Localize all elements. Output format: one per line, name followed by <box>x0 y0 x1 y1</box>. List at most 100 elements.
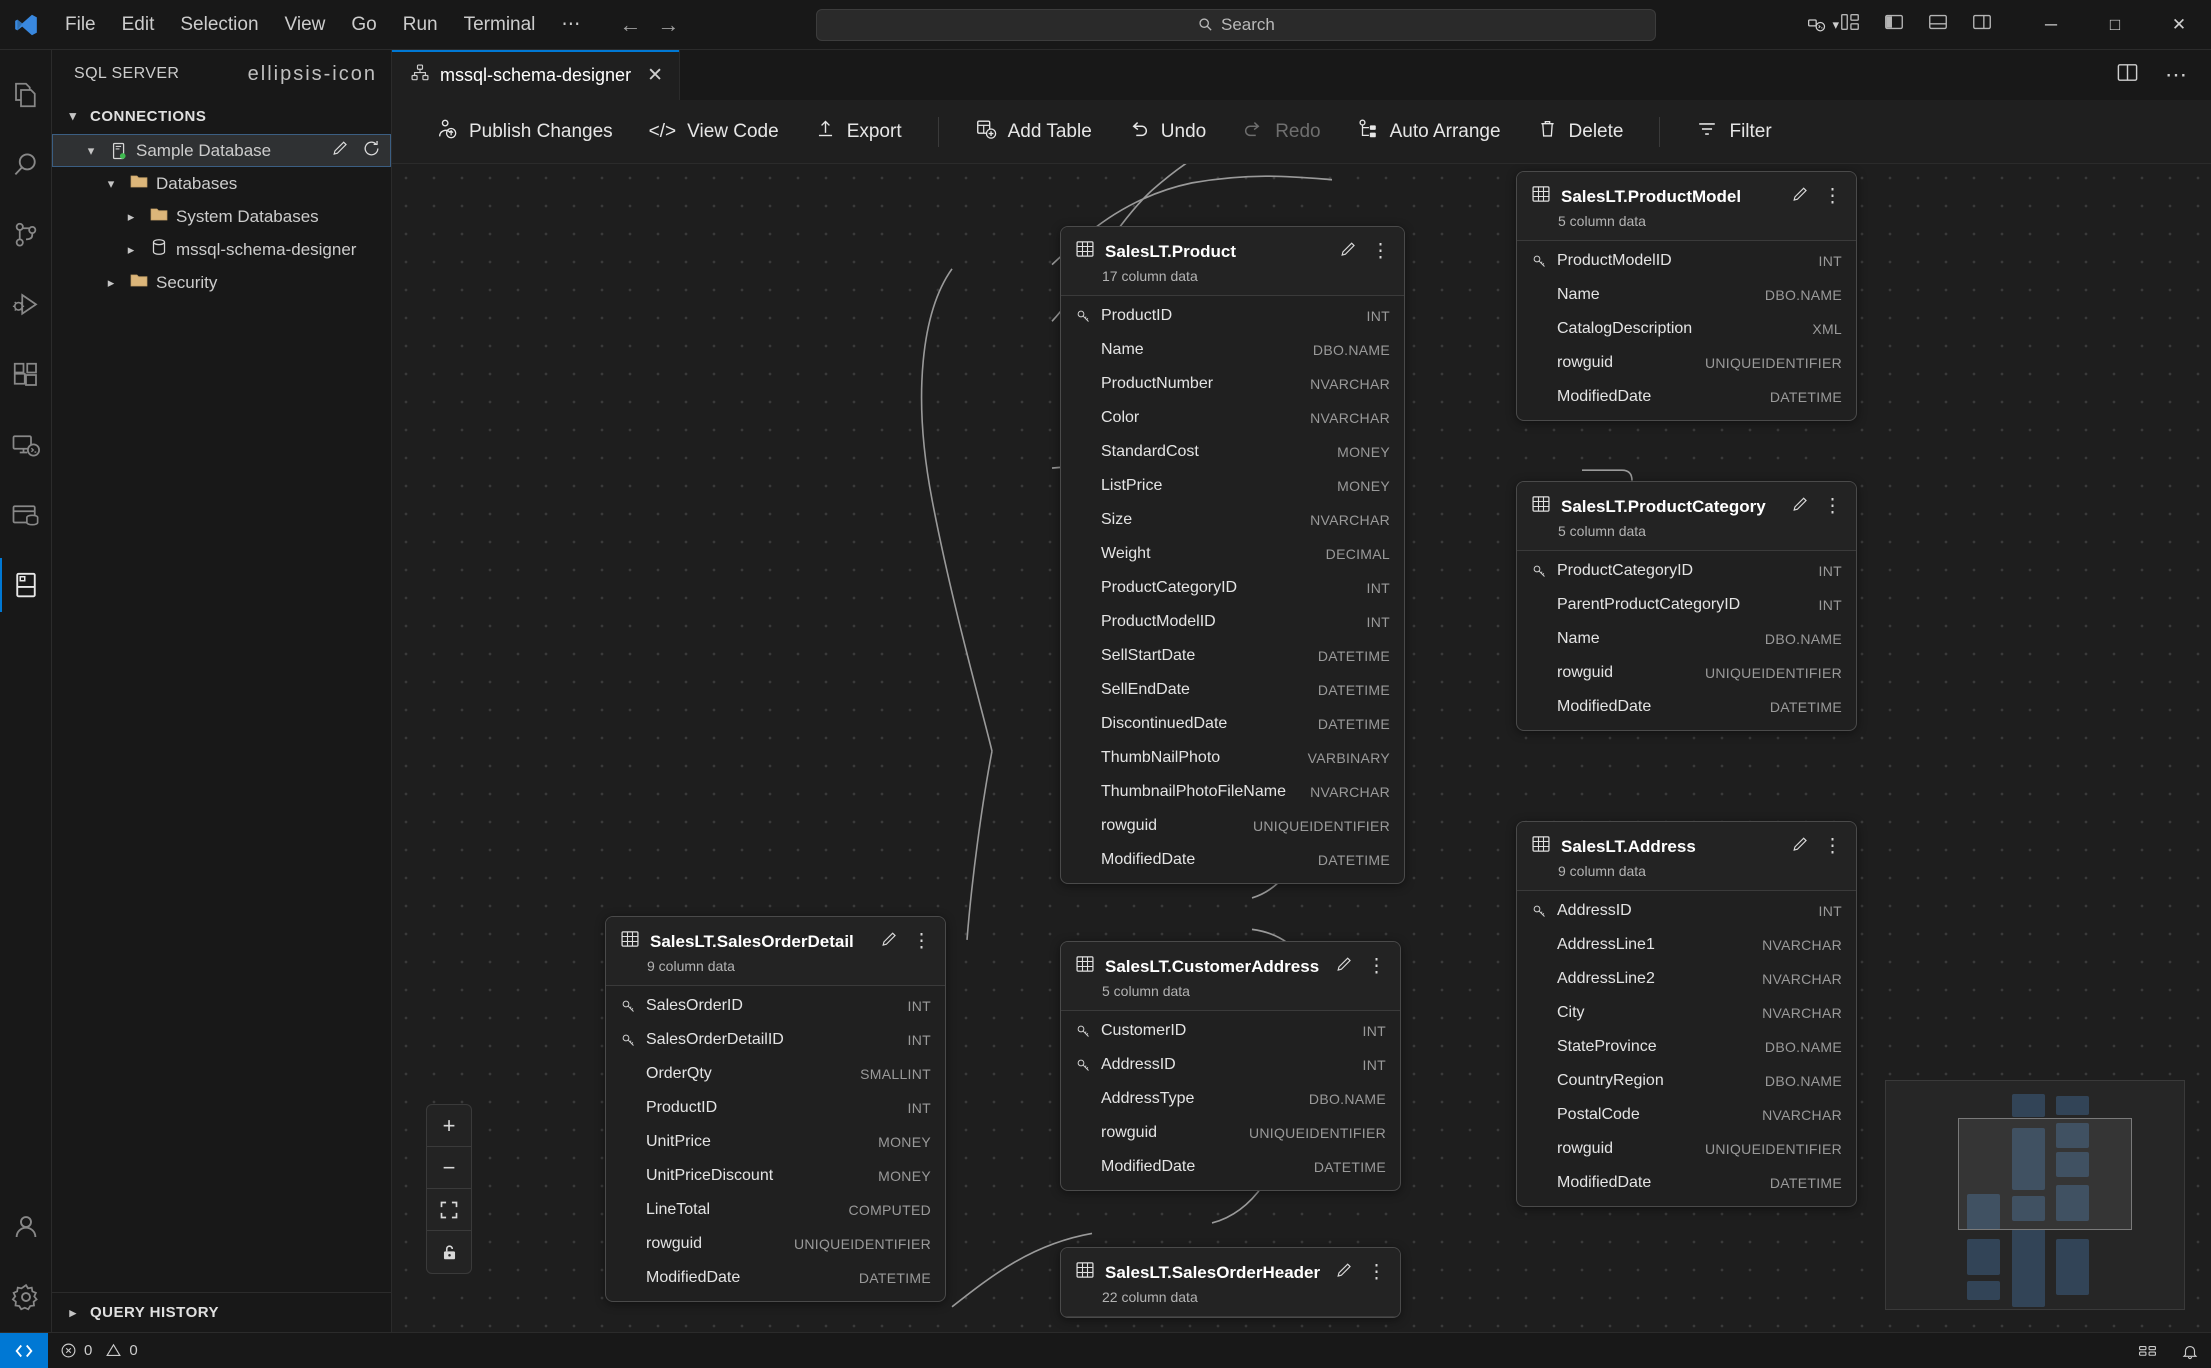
tree-item-system-databases[interactable]: ▸ System Databases <box>52 200 391 233</box>
undo-button[interactable]: Undo <box>1110 110 1224 154</box>
export-button[interactable]: Export <box>797 110 920 153</box>
remote-indicator-button[interactable]: ▾ <box>1807 15 1839 35</box>
table-column-row[interactable]: UnitPrice MONEY <box>606 1125 945 1159</box>
zoom-to-fit-button[interactable] <box>427 1189 471 1231</box>
edit-pencil-icon[interactable] <box>1791 185 1810 209</box>
auto-arrange-button[interactable]: Auto Arrange <box>1339 110 1519 154</box>
activity-item-search[interactable] <box>0 130 52 200</box>
minimap-viewport[interactable] <box>1958 1118 2132 1230</box>
more-vertical-icon[interactable]: ⋮ <box>912 930 931 952</box>
menu-view[interactable]: View <box>284 13 326 35</box>
table-column-row[interactable]: ProductID INT <box>1061 299 1404 333</box>
table-column-row[interactable]: ModifiedDate DATETIME <box>1517 690 1856 724</box>
table-column-row[interactable]: UnitPriceDiscount MONEY <box>606 1159 945 1193</box>
window-minimize-button[interactable]: ─ <box>2044 14 2058 34</box>
zoom-in-button[interactable]: + <box>427 1105 471 1147</box>
table-column-row[interactable]: ThumbNailPhoto VARBINARY <box>1061 741 1404 775</box>
more-vertical-icon[interactable]: ⋮ <box>1823 185 1842 207</box>
menu-file[interactable]: File <box>65 13 96 35</box>
table-column-row[interactable]: ListPrice MONEY <box>1061 469 1404 503</box>
table-column-row[interactable]: rowguid UNIQUEIDENTIFIER <box>606 1227 945 1261</box>
edit-pencil-icon[interactable] <box>1335 955 1354 979</box>
extensions-status-button[interactable] <box>2126 1333 2169 1368</box>
menu-run[interactable]: Run <box>402 13 438 35</box>
table-column-row[interactable]: CustomerID INT <box>1061 1014 1400 1048</box>
table-column-row[interactable]: rowguid UNIQUEIDENTIFIER <box>1517 1132 1856 1166</box>
view-code-button[interactable]: </> View Code <box>631 113 797 151</box>
activity-item-remote-explorer[interactable] <box>0 410 52 480</box>
table-column-row[interactable]: rowguid UNIQUEIDENTIFIER <box>1061 1116 1400 1150</box>
toggle-panel-icon[interactable] <box>1927 11 1949 38</box>
table-column-row[interactable]: ProductModelID INT <box>1517 244 1856 278</box>
table-column-row[interactable]: ModifiedDate DATETIME <box>1517 1166 1856 1200</box>
table-column-row[interactable]: ModifiedDate DATETIME <box>606 1261 945 1295</box>
table-column-row[interactable]: LineTotal COMPUTED <box>606 1193 945 1227</box>
table-column-row[interactable]: AddressID INT <box>1517 894 1856 928</box>
tree-item-security[interactable]: ▸ Security <box>52 266 391 299</box>
table-node-saleslt-customeraddress[interactable]: SalesLT.CustomerAddress ⋮ 5 column data <box>1060 941 1401 1191</box>
more-vertical-icon[interactable]: ⋮ <box>1823 835 1842 857</box>
table-node-header[interactable]: SalesLT.CustomerAddress ⋮ 5 column data <box>1061 942 1400 1011</box>
table-column-row[interactable]: rowguid UNIQUEIDENTIFIER <box>1517 346 1856 380</box>
edit-pencil-icon[interactable] <box>1335 1261 1354 1285</box>
table-node-header[interactable]: SalesLT.SalesOrderHeader ⋮ 22 column dat… <box>1061 1248 1400 1317</box>
table-column-row[interactable]: ParentProductCategoryID INT <box>1517 588 1856 622</box>
table-node-header[interactable]: SalesLT.ProductCategory ⋮ 5 column data <box>1517 482 1856 551</box>
table-column-row[interactable]: Name DBO.NAME <box>1517 622 1856 656</box>
add-table-button[interactable]: Add Table <box>957 110 1110 154</box>
table-column-row[interactable]: AddressID INT <box>1061 1048 1400 1082</box>
arrow-right-icon[interactable]: → <box>657 11 680 37</box>
table-column-row[interactable]: Name DBO.NAME <box>1517 278 1856 312</box>
refresh-icon[interactable] <box>362 139 381 163</box>
table-column-row[interactable]: ThumbnailPhotoFileName NVARCHAR <box>1061 775 1404 809</box>
edit-pencil-icon[interactable] <box>1339 240 1358 264</box>
table-column-row[interactable]: SellEndDate DATETIME <box>1061 673 1404 707</box>
window-close-button[interactable]: ✕ <box>2171 14 2187 34</box>
table-column-row[interactable]: SellStartDate DATETIME <box>1061 639 1404 673</box>
table-column-row[interactable]: Name DBO.NAME <box>1061 333 1404 367</box>
table-node-saleslt-salesorderheader[interactable]: SalesLT.SalesOrderHeader ⋮ 22 column dat… <box>1060 1247 1401 1318</box>
customize-layout-icon[interactable] <box>1839 11 1861 38</box>
notifications-button[interactable] <box>2169 1333 2211 1368</box>
table-column-row[interactable]: DiscontinuedDate DATETIME <box>1061 707 1404 741</box>
table-column-row[interactable]: AddressLine1 NVARCHAR <box>1517 928 1856 962</box>
table-column-row[interactable]: Size NVARCHAR <box>1061 503 1404 537</box>
activity-item-run-and-debug[interactable] <box>0 270 52 340</box>
table-column-row[interactable]: rowguid UNIQUEIDENTIFIER <box>1517 656 1856 690</box>
redo-button[interactable]: Redo <box>1224 110 1338 154</box>
chevron-right-icon[interactable]: ▸ <box>127 241 135 257</box>
table-column-row[interactable]: OrderQty SMALLINT <box>606 1057 945 1091</box>
table-column-row[interactable]: City NVARCHAR <box>1517 996 1856 1030</box>
chevron-right-icon[interactable]: ▸ <box>127 208 135 224</box>
table-node-header[interactable]: SalesLT.SalesOrderDetail ⋮ 9 column data <box>606 917 945 986</box>
menu-more[interactable]: ⋯ <box>561 14 581 35</box>
table-node-saleslt-productcategory[interactable]: SalesLT.ProductCategory ⋮ 5 column data <box>1516 481 1857 731</box>
toggle-primary-sidebar-icon[interactable] <box>1883 11 1905 38</box>
ellipsis-icon[interactable]: ellipsis-icon <box>247 62 377 85</box>
table-column-row[interactable]: ProductCategoryID INT <box>1061 571 1404 605</box>
table-column-row[interactable]: SalesOrderID INT <box>606 989 945 1023</box>
table-node-saleslt-address[interactable]: SalesLT.Address ⋮ 9 column data <box>1516 821 1857 1207</box>
edit-pencil-icon[interactable] <box>1791 495 1810 519</box>
filter-button[interactable]: Filter <box>1678 110 1789 154</box>
table-column-row[interactable]: StandardCost MONEY <box>1061 435 1404 469</box>
table-column-row[interactable]: rowguid UNIQUEIDENTIFIER <box>1061 809 1404 843</box>
remote-indicator-button[interactable] <box>0 1332 48 1368</box>
tab-mssql-schema-designer[interactable]: mssql-schema-designer ✕ <box>392 50 680 100</box>
table-column-row[interactable]: PostalCode NVARCHAR <box>1517 1098 1856 1132</box>
window-maximize-button[interactable]: □ <box>2109 14 2121 34</box>
more-vertical-icon[interactable]: ⋮ <box>1371 240 1390 262</box>
table-column-row[interactable]: ModifiedDate DATETIME <box>1061 1150 1400 1184</box>
table-column-row[interactable]: StateProvince DBO.NAME <box>1517 1030 1856 1064</box>
table-column-row[interactable]: SalesOrderDetailID INT <box>606 1023 945 1057</box>
zoom-out-button[interactable]: − <box>427 1147 471 1189</box>
tree-item-sample-database[interactable]: ▾ Sample Database <box>52 134 391 167</box>
split-editor-icon[interactable] <box>2116 61 2139 89</box>
delete-button[interactable]: Delete <box>1519 110 1642 153</box>
more-actions-icon[interactable]: ⋯ <box>2165 62 2189 87</box>
lock-canvas-button[interactable] <box>427 1231 471 1273</box>
table-column-row[interactable]: CountryRegion DBO.NAME <box>1517 1064 1856 1098</box>
edit-pencil-icon[interactable] <box>331 139 350 163</box>
table-column-row[interactable]: ProductNumber NVARCHAR <box>1061 367 1404 401</box>
more-vertical-icon[interactable]: ⋮ <box>1823 495 1842 517</box>
